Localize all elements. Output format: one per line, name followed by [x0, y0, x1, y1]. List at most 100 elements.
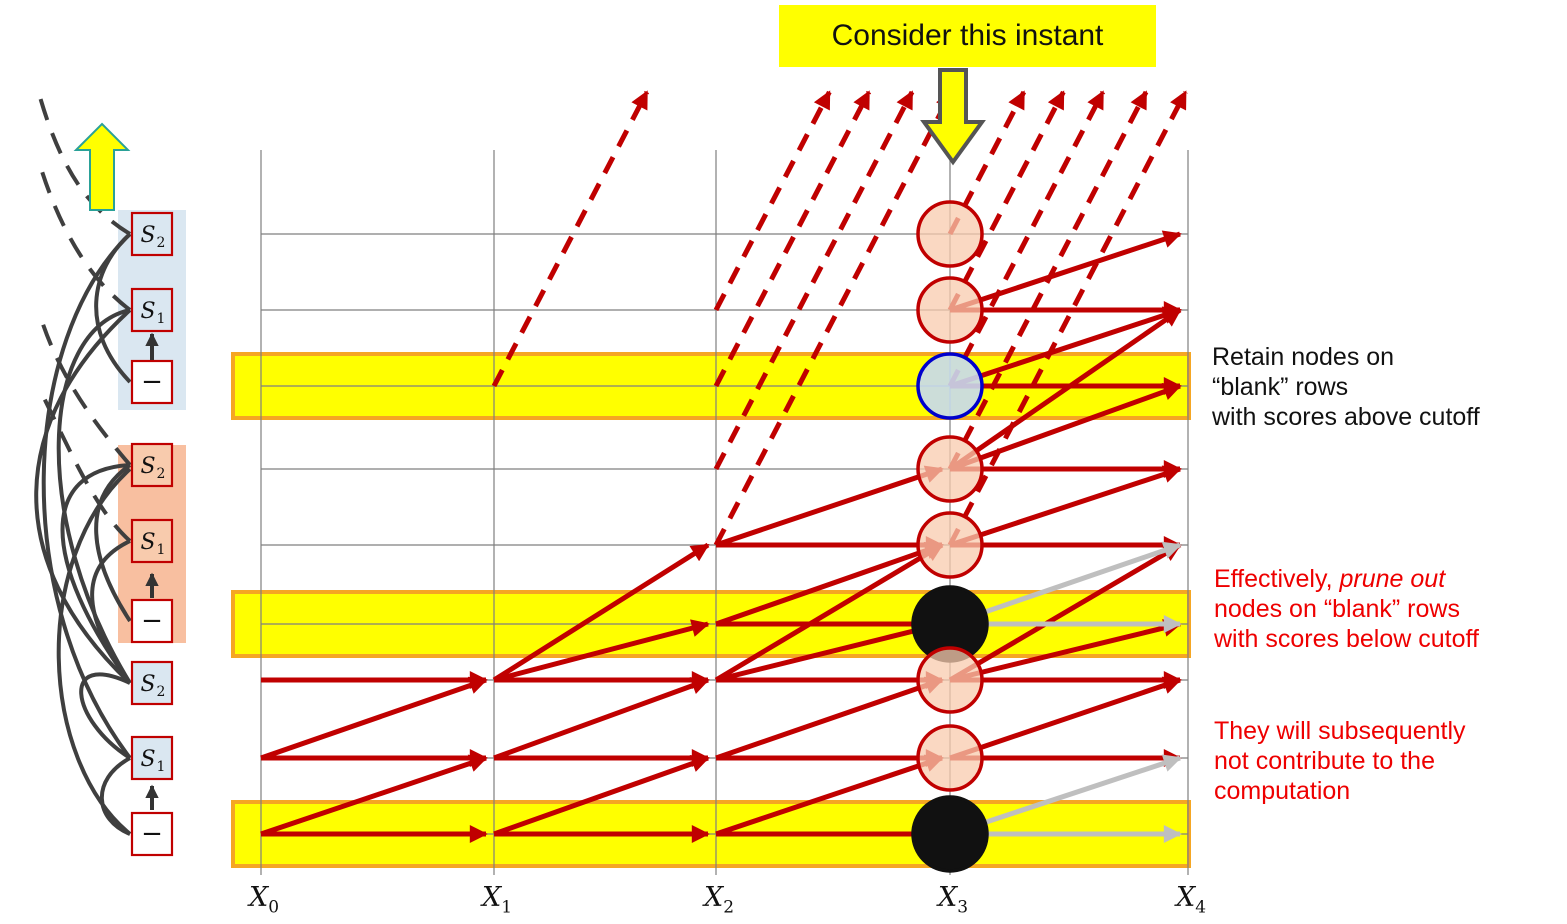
symbol-label-box [130, 442, 174, 488]
dashed-transition-curve [38, 164, 132, 312]
symbol-label-box [130, 735, 174, 781]
dashed-future-arrow [947, 90, 1027, 236]
symbol-label: − [141, 606, 163, 636]
symbol-subscript: 2 [157, 466, 166, 482]
symbol-label-box [130, 211, 174, 257]
consequence-note-line: computation [1214, 777, 1351, 805]
transition-arrow [492, 542, 710, 683]
x-axis-label-base: X [249, 882, 269, 913]
dashed-transition-curve [36, 89, 132, 236]
prune-note: Effectively, prune out nodes on “blank” … [1214, 564, 1479, 654]
dashed-future-arrow [491, 90, 650, 388]
transition-arrow [493, 754, 710, 837]
active-node [916, 511, 984, 579]
retained-node [916, 352, 984, 420]
symbol-label-box [130, 518, 174, 564]
transition-arrow [949, 676, 1182, 761]
active-node [916, 435, 984, 503]
consequence-note: They will subsequently not contribute to… [1214, 716, 1466, 806]
dashed-future-arrow [713, 90, 915, 471]
x-axis-label-subscript: 0 [268, 897, 280, 918]
x-axis-label-subscript: 1 [501, 897, 513, 918]
symbol-transition-curve [60, 463, 132, 685]
x-axis-label: X0 [249, 882, 279, 917]
prune-note-lead: Effectively, [1214, 565, 1340, 593]
dashed-future-arrow [713, 90, 954, 547]
x-axis-label-base: X [482, 882, 502, 913]
retain-note: Retain nodes on “blank” rows with scores… [1212, 342, 1480, 432]
dashed-future-arrow [947, 90, 1188, 547]
transition-arrow [715, 754, 944, 837]
transition-arrow [949, 306, 1182, 389]
x-axis-label: X4 [1176, 882, 1206, 917]
transition-arrow [949, 383, 1182, 472]
transition-arrow [493, 677, 710, 761]
dashed-future-arrow [947, 90, 1106, 388]
symbol-transition-curve [79, 672, 132, 760]
faded-transition-arrow [949, 541, 1182, 627]
symbol-subscript: 1 [157, 759, 166, 775]
transition-arrow [715, 676, 944, 761]
dashed-future-arrow [947, 90, 1066, 312]
symbol-label-box [130, 811, 174, 857]
transition-arrow [715, 619, 944, 683]
x-axis-label-base: X [704, 882, 724, 913]
x-axis-label-subscript: 2 [723, 897, 735, 918]
active-node [916, 276, 984, 344]
symbol-label: S [140, 223, 155, 248]
dashed-transition-curve [38, 314, 132, 467]
symbol-label-box [130, 660, 174, 706]
symbol-transition-curve [56, 467, 132, 836]
symbol-transition-curve [94, 463, 132, 623]
up-arrow-icon [73, 122, 131, 211]
dashed-future-arrows [491, 90, 1188, 547]
transition-arrow [949, 230, 1182, 313]
dashed-future-arrow [713, 90, 872, 388]
transition-arrow [714, 542, 944, 683]
prune-note-line-1: Effectively, prune out [1214, 564, 1479, 594]
symbol-label-box [130, 287, 174, 333]
consequence-note-line: They will subsequently [1214, 717, 1466, 745]
symbol-label: S [140, 747, 155, 772]
x-axis-label: X1 [482, 882, 512, 917]
active-node [916, 646, 984, 714]
retain-note-line: Retain nodes on [1212, 343, 1395, 371]
symbol-label: S [140, 454, 155, 479]
symbol-graph-panel: S 2S 1−S 2S 1−S 2S 1− [34, 89, 186, 857]
consequence-note-line: not contribute to the [1214, 747, 1435, 775]
instant-nodes [911, 200, 989, 873]
symbol-transition-curve [41, 232, 132, 760]
blank-row-highlights [231, 352, 1191, 868]
retain-note-line: “blank” rows [1212, 373, 1349, 401]
symbol-label: S [140, 530, 155, 555]
transition-arrows [260, 230, 1182, 843]
retain-note-line: with scores above cutoff [1212, 403, 1480, 431]
transition-arrow [949, 465, 1182, 548]
symbol-transition-curve [34, 308, 132, 685]
x-axis-label-base: X [938, 882, 958, 913]
transition-arrow [949, 619, 1182, 683]
active-node [916, 724, 984, 792]
x-axis-label-base: X [1176, 882, 1196, 913]
symbol-label-box [130, 359, 174, 405]
dashed-transition-curve [38, 389, 132, 543]
transition-arrow [493, 619, 710, 683]
symbol-subscript: 1 [157, 311, 166, 327]
transition-arrow [715, 541, 944, 627]
faded-transition-arrow [949, 754, 1182, 837]
symbol-label: S [140, 299, 155, 324]
symbol-subscript: 2 [157, 684, 166, 700]
symbol-transition-curve [94, 232, 132, 384]
symbol-transition-curves [34, 89, 132, 836]
symbol-transition-curve [99, 756, 131, 836]
symbol-label: S [140, 672, 155, 697]
dashed-future-arrow [947, 90, 1149, 471]
prune-note-line-2: nodes on “blank” rows [1214, 595, 1460, 623]
symbol-subscript: 1 [157, 542, 166, 558]
transition-arrow [260, 754, 488, 837]
prune-note-emphasis: prune out [1339, 565, 1446, 593]
x-axis-label: X2 [704, 882, 734, 917]
symbol-label: − [141, 819, 163, 849]
transition-arrow [260, 676, 488, 761]
